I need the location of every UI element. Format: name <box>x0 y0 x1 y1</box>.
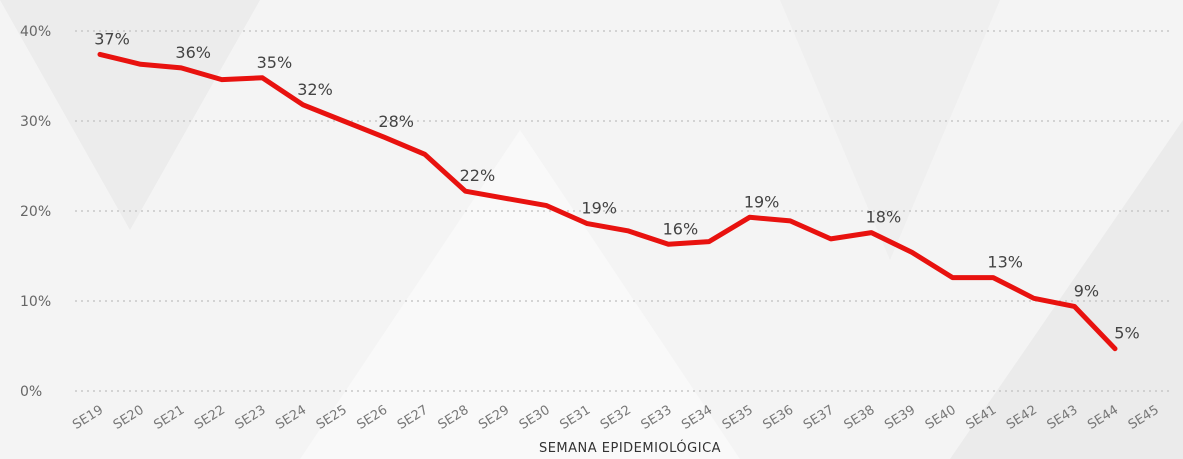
y-tick-label: 0% <box>20 384 42 400</box>
bg-shape <box>300 130 740 459</box>
line <box>97 51 1118 352</box>
x-axis-title: SEMANA EPIDEMIOLÓGICA <box>539 440 721 456</box>
data-label: 19% <box>744 192 780 211</box>
data-label: 9% <box>1074 281 1099 300</box>
data-label: 36% <box>175 43 211 62</box>
data-label: 18% <box>866 208 902 227</box>
data-label: 28% <box>378 112 414 131</box>
y-tick-label: 10% <box>20 294 51 310</box>
data-label: 13% <box>987 253 1023 272</box>
bg-shape <box>0 0 260 230</box>
data-label: 22% <box>460 166 496 185</box>
bg-shape <box>950 120 1183 459</box>
data-label: 16% <box>663 219 699 238</box>
data-label: 19% <box>581 199 617 218</box>
y-tick-label: 30% <box>20 114 51 130</box>
bg-shape <box>780 0 1000 260</box>
data-label: 35% <box>257 53 293 72</box>
data-label: 32% <box>297 80 333 99</box>
y-tick-label: 40% <box>20 24 51 40</box>
data-label: 37% <box>94 29 130 48</box>
y-tick-label: 20% <box>20 204 51 220</box>
data-label: 5% <box>1114 324 1139 343</box>
